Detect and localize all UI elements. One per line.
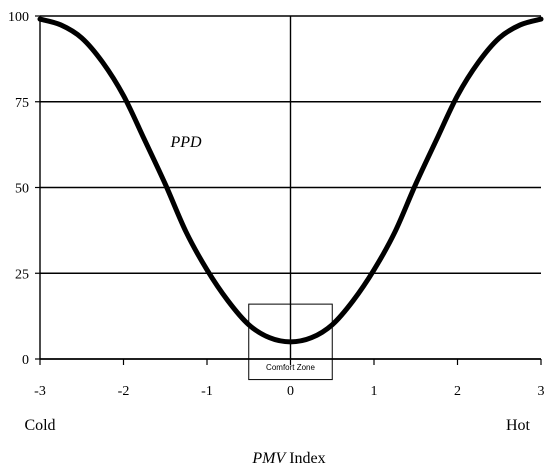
- x-axis-title-italic: PMV: [251, 450, 287, 467]
- x-tick-label-0: 0: [287, 384, 294, 399]
- y-tick-label-50: 50: [15, 182, 29, 197]
- comfort-zone-box: [248, 303, 333, 381]
- ppd-curve: [37, 16, 544, 345]
- x-tick-label--1: -1: [201, 384, 213, 399]
- x-tick-label-2: 2: [454, 384, 461, 399]
- x-tick-label--3: -3: [34, 384, 46, 399]
- y-tick-label-75: 75: [15, 96, 29, 111]
- y-tick-label-0: 0: [22, 353, 29, 368]
- y-tick-labels: 0 25 50 75 100: [8, 10, 29, 368]
- series-label-ppd: PPD: [169, 134, 202, 151]
- axes: [35, 15, 542, 365]
- y-tick-label-25: 25: [15, 267, 29, 282]
- x-tick-labels: -3 -2 -1 0 1 2 3: [34, 384, 544, 399]
- y-tick-label-100: 100: [8, 10, 29, 25]
- x-tick-label-3: 3: [538, 384, 545, 399]
- x-axis-title-rest: Index: [285, 450, 325, 467]
- comfort-zone-label: Comfort Zone: [266, 363, 315, 372]
- x-tick-label-1: 1: [371, 384, 378, 399]
- cold-label: Cold: [24, 417, 55, 434]
- hot-label: Hot: [506, 417, 531, 434]
- x-axis-title: PMV Index: [251, 450, 325, 467]
- x-tick-label--2: -2: [118, 384, 130, 399]
